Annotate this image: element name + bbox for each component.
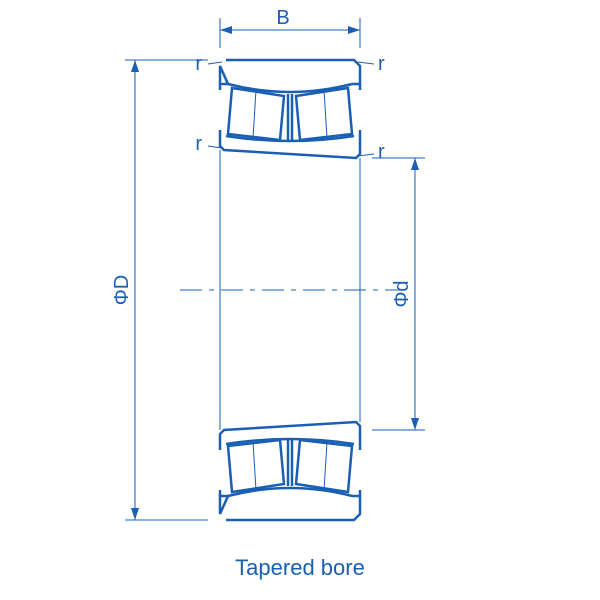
label-r-tl: r (195, 53, 202, 75)
bearing-diagram: B ΦD Φd (0, 0, 600, 600)
label-b: B (276, 7, 289, 29)
roller-top-right (296, 88, 352, 140)
roller-bot-right (296, 440, 352, 492)
label-r-bl: r (195, 133, 202, 155)
label-outer-d: ΦD (111, 275, 133, 305)
lower-bearing-half (220, 422, 360, 520)
caption: Tapered bore (235, 555, 365, 580)
outer-ring-top (220, 60, 360, 84)
label-r-tr: r (378, 53, 385, 75)
upper-bearing-half (220, 60, 360, 158)
leader-r-tr (358, 62, 374, 64)
label-r-br: r (378, 141, 385, 163)
label-inner-d: Φd (391, 280, 413, 307)
arrow-b-left (220, 26, 232, 34)
arrow-inner-d-top (411, 158, 419, 170)
arrow-b-right (348, 26, 360, 34)
outer-ring-bot (220, 496, 360, 520)
arrow-outer-d-top (131, 60, 139, 72)
roller-top-left (228, 88, 284, 140)
arrow-inner-d-bot (411, 418, 419, 430)
leader-r-tl (208, 62, 222, 64)
roller-bot-left (228, 440, 284, 492)
arrow-outer-d-bot (131, 508, 139, 520)
